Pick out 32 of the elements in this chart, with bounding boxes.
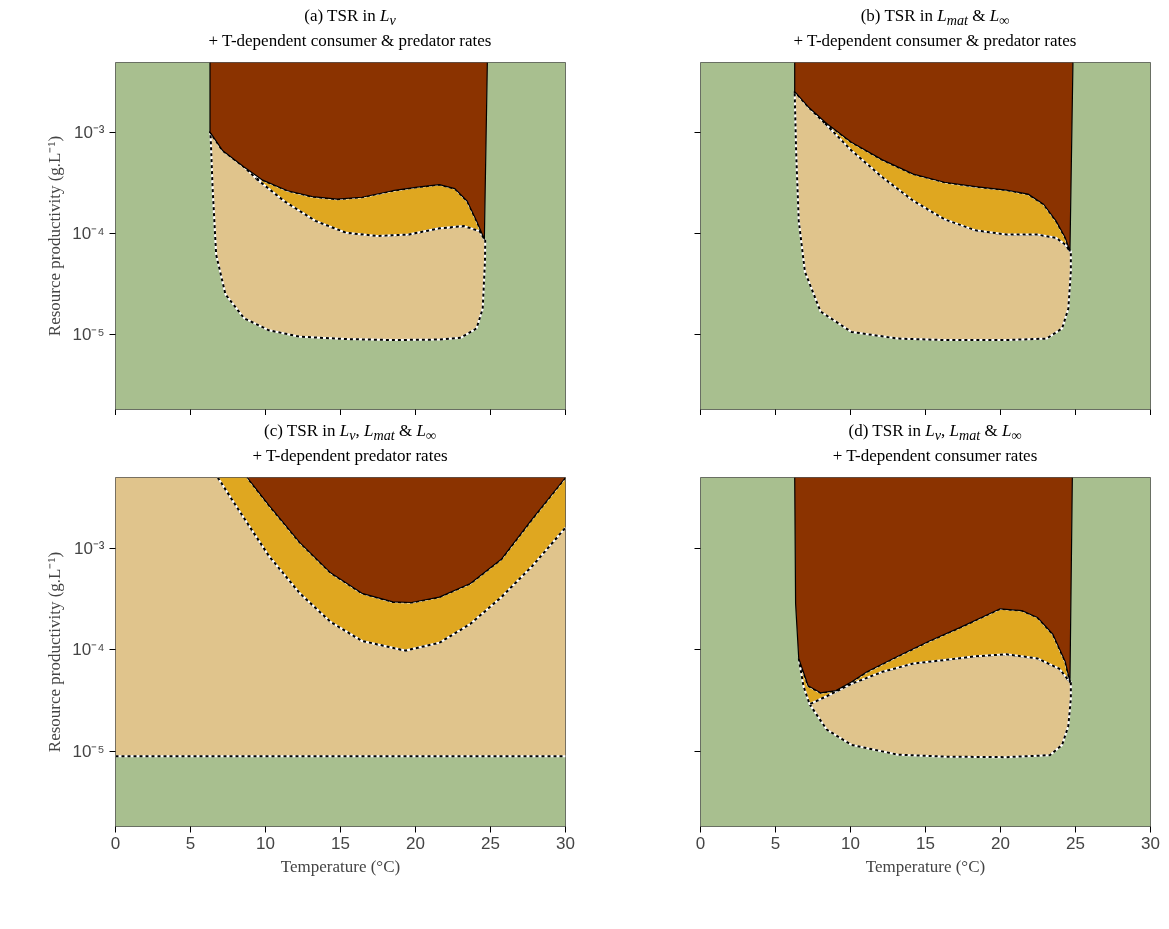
y-tick-label: 10⁻⁴	[72, 640, 105, 660]
chart-subtitle: + T-dependent predator rates	[252, 446, 448, 466]
x-axis-title: Temperature (°C)	[280, 856, 401, 876]
x-tick-label: 5	[185, 833, 196, 853]
chart-subtitle: + T-dependent consumer & predator rates	[793, 31, 1077, 51]
chart-title: (d) TSR in L$_{v}$, L$_{mat}$ & L$_{∞}$	[848, 421, 1022, 444]
y-axis-title: Resource productivity (g.L⁻¹)	[45, 135, 65, 337]
chart-title: (a) TSR in L$_{v}$	[304, 6, 396, 29]
y-tick-label: 10⁻³	[73, 123, 105, 143]
x-tick-label: 25	[481, 833, 500, 853]
y-tick-label: 10⁻⁴	[72, 224, 105, 244]
x-tick-label: 30	[1141, 833, 1160, 853]
y-tick-label: 10⁻⁵	[72, 324, 105, 344]
x-tick-label: 15	[331, 833, 350, 853]
y-tick-label: 10⁻⁵	[72, 741, 105, 761]
chart-title: (b) TSR in L$_{mat}$ & L$_{∞}$	[860, 6, 1010, 29]
x-axis-title: Temperature (°C)	[865, 856, 986, 876]
x-tick-label: 15	[916, 833, 935, 853]
chart-subtitle: + T-dependent consumer & predator rates	[208, 31, 492, 51]
x-tick-label: 20	[991, 833, 1010, 853]
x-tick-label: 10	[841, 833, 860, 853]
y-axis-title: Resource productivity (g.L⁻¹)	[45, 551, 65, 753]
chart-subtitle: + T-dependent consumer rates	[832, 446, 1038, 466]
x-tick-label: 20	[406, 833, 425, 853]
y-tick-label: 10⁻³	[73, 538, 105, 558]
x-tick-label: 10	[256, 833, 275, 853]
x-tick-label: 0	[110, 833, 121, 853]
chart-title: (c) TSR in L$_{v}$, L$_{mat}$ & L$_{∞}$	[264, 421, 436, 444]
x-tick-label: 25	[1066, 833, 1085, 853]
x-tick-label: 0	[695, 833, 706, 853]
x-tick-label: 5	[770, 833, 781, 853]
x-tick-label: 30	[556, 833, 575, 853]
